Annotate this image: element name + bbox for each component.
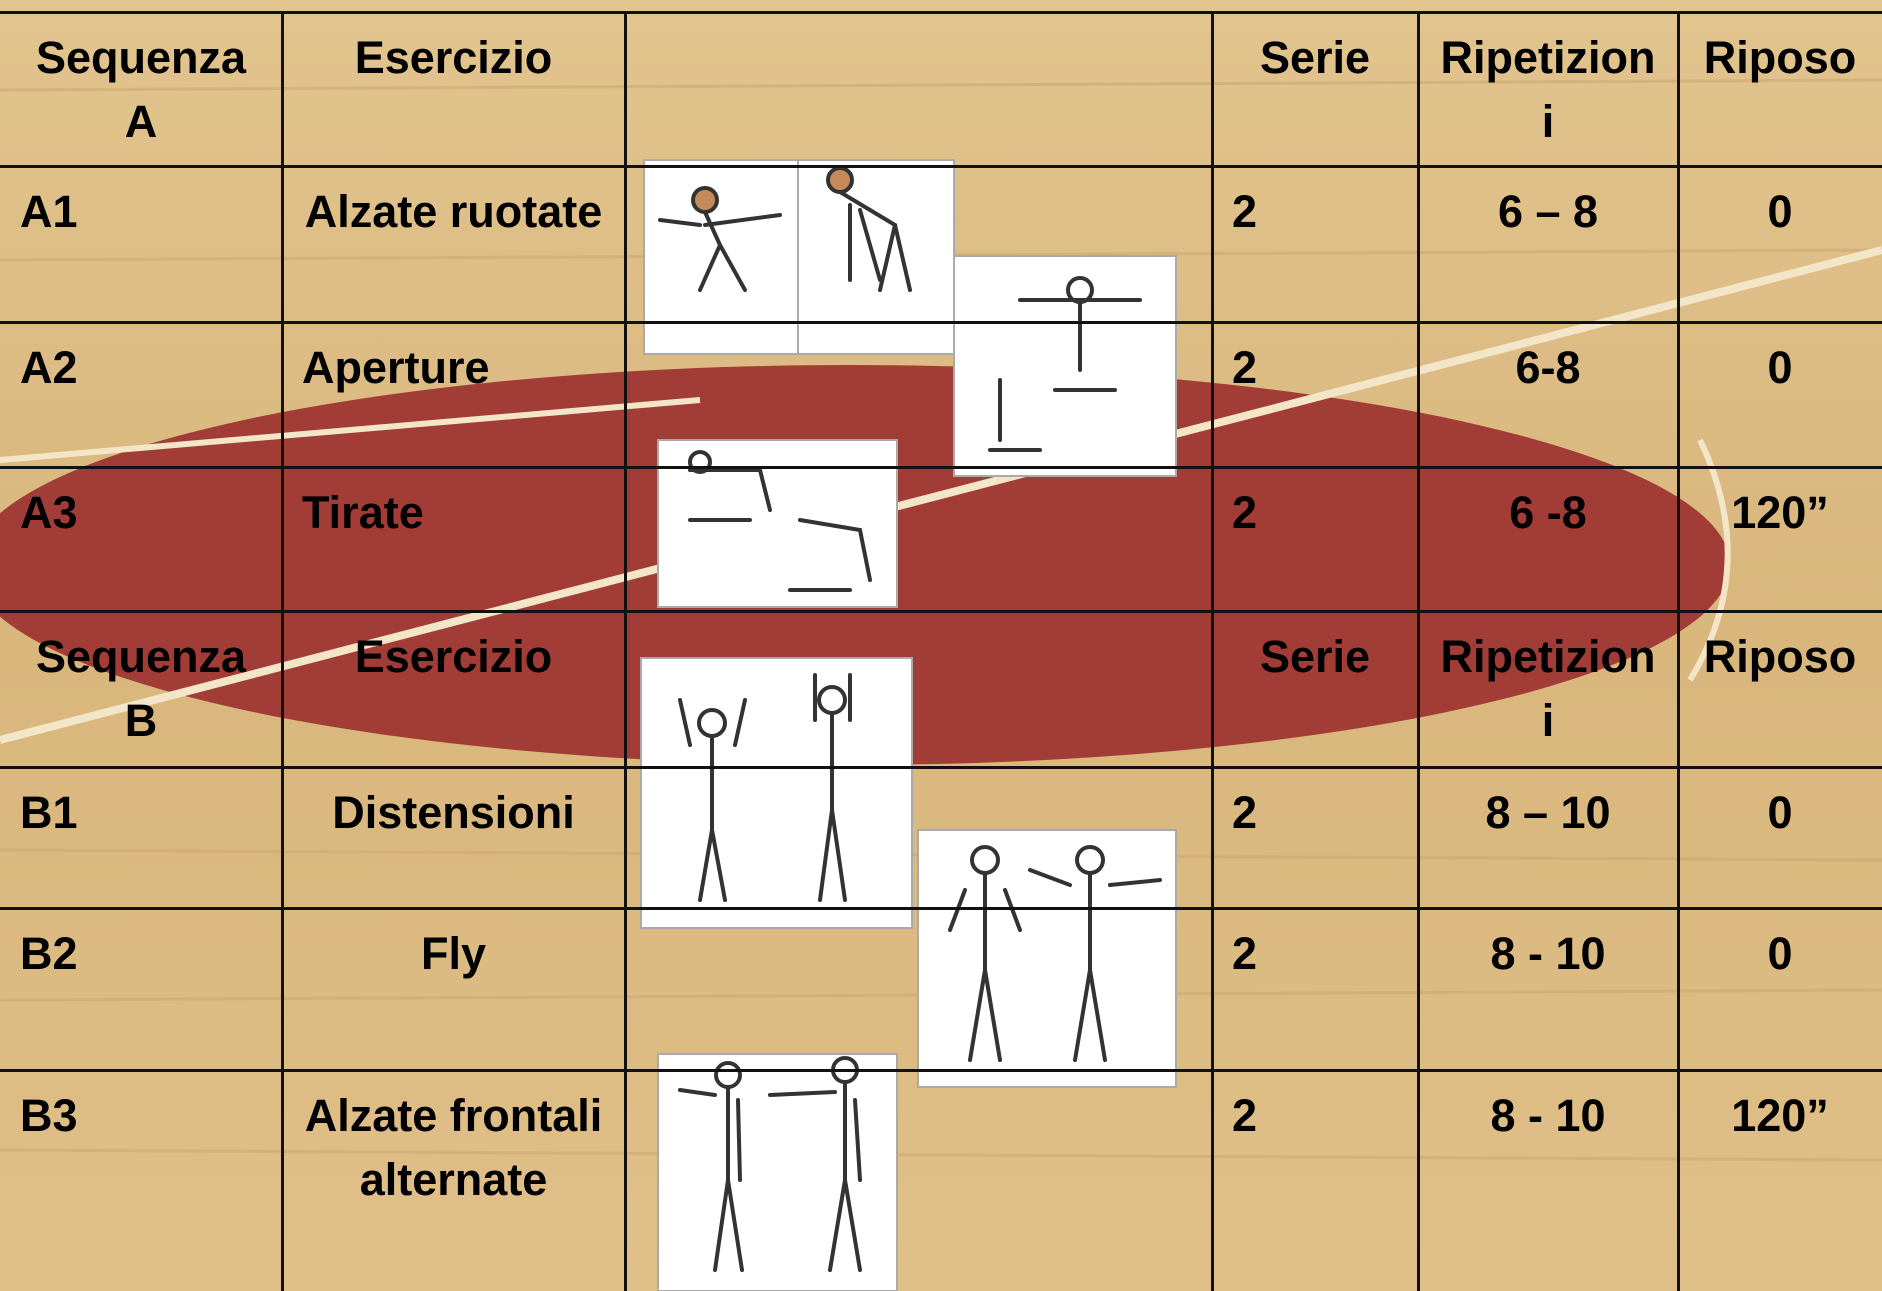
header-cell: Esercizio [354,631,553,682]
table-cell: 120” [1731,487,1829,538]
table-cell: 0 [1767,787,1793,838]
column-divider [1211,12,1214,1291]
table-cell: 6 – 8 [1497,186,1599,237]
table-cell: 2 [1232,1090,1258,1141]
table-cell: 2 [1232,928,1258,979]
header-cell: Esercizio [354,32,553,83]
row-divider [0,907,1882,910]
row-divider [0,321,1882,324]
header-cell: Serie [1259,631,1371,682]
table-cell: A3 [20,487,78,538]
table-cell: 2 [1232,342,1258,393]
header-cell: Ripetizioni [1440,32,1656,147]
row-divider [0,165,1882,168]
table-cell: Tirate [302,487,424,538]
header-cell: Serie [1259,32,1371,83]
row-divider [0,11,1882,14]
table-cell: 8 - 10 [1490,1090,1606,1141]
column-divider [1417,12,1420,1291]
table-cell: B1 [20,787,78,838]
table-cell: 120” [1731,1090,1829,1141]
table-cell: A1 [20,186,78,237]
header-cell: Ripetizioni [1440,631,1656,746]
column-divider [624,12,627,1291]
row-divider [0,466,1882,469]
table-cell: 8 – 10 [1485,787,1611,838]
table-cell: 2 [1232,186,1258,237]
table-cell: 6 -8 [1509,487,1587,538]
table-cell: Fly [420,928,487,979]
row-divider [0,610,1882,613]
table-cell: Alzate ruotate [304,186,603,237]
column-divider [281,12,284,1291]
table-cell: Distensioni [332,787,575,838]
table-cell: Aperture [302,342,490,393]
column-divider [1677,12,1680,1291]
table-cell: 0 [1767,342,1793,393]
table-cell: A2 [20,342,78,393]
table-cell: Alzate frontali alternate [304,1090,603,1205]
table-cell: 0 [1767,186,1793,237]
header-cell: Sequenza B [35,631,247,746]
table-cell: 2 [1232,487,1258,538]
row-divider [0,766,1882,769]
table-cell: 6-8 [1515,342,1581,393]
row-divider [0,1069,1882,1072]
table-cell: B2 [20,928,78,979]
table-cell: 0 [1767,928,1793,979]
header-cell: Sequenza A [35,32,247,147]
table-cell: 2 [1232,787,1258,838]
table-cell: B3 [20,1090,78,1141]
header-cell: Riposo [1703,32,1857,83]
table-cell: 8 - 10 [1490,928,1606,979]
header-cell: Riposo [1703,631,1857,682]
